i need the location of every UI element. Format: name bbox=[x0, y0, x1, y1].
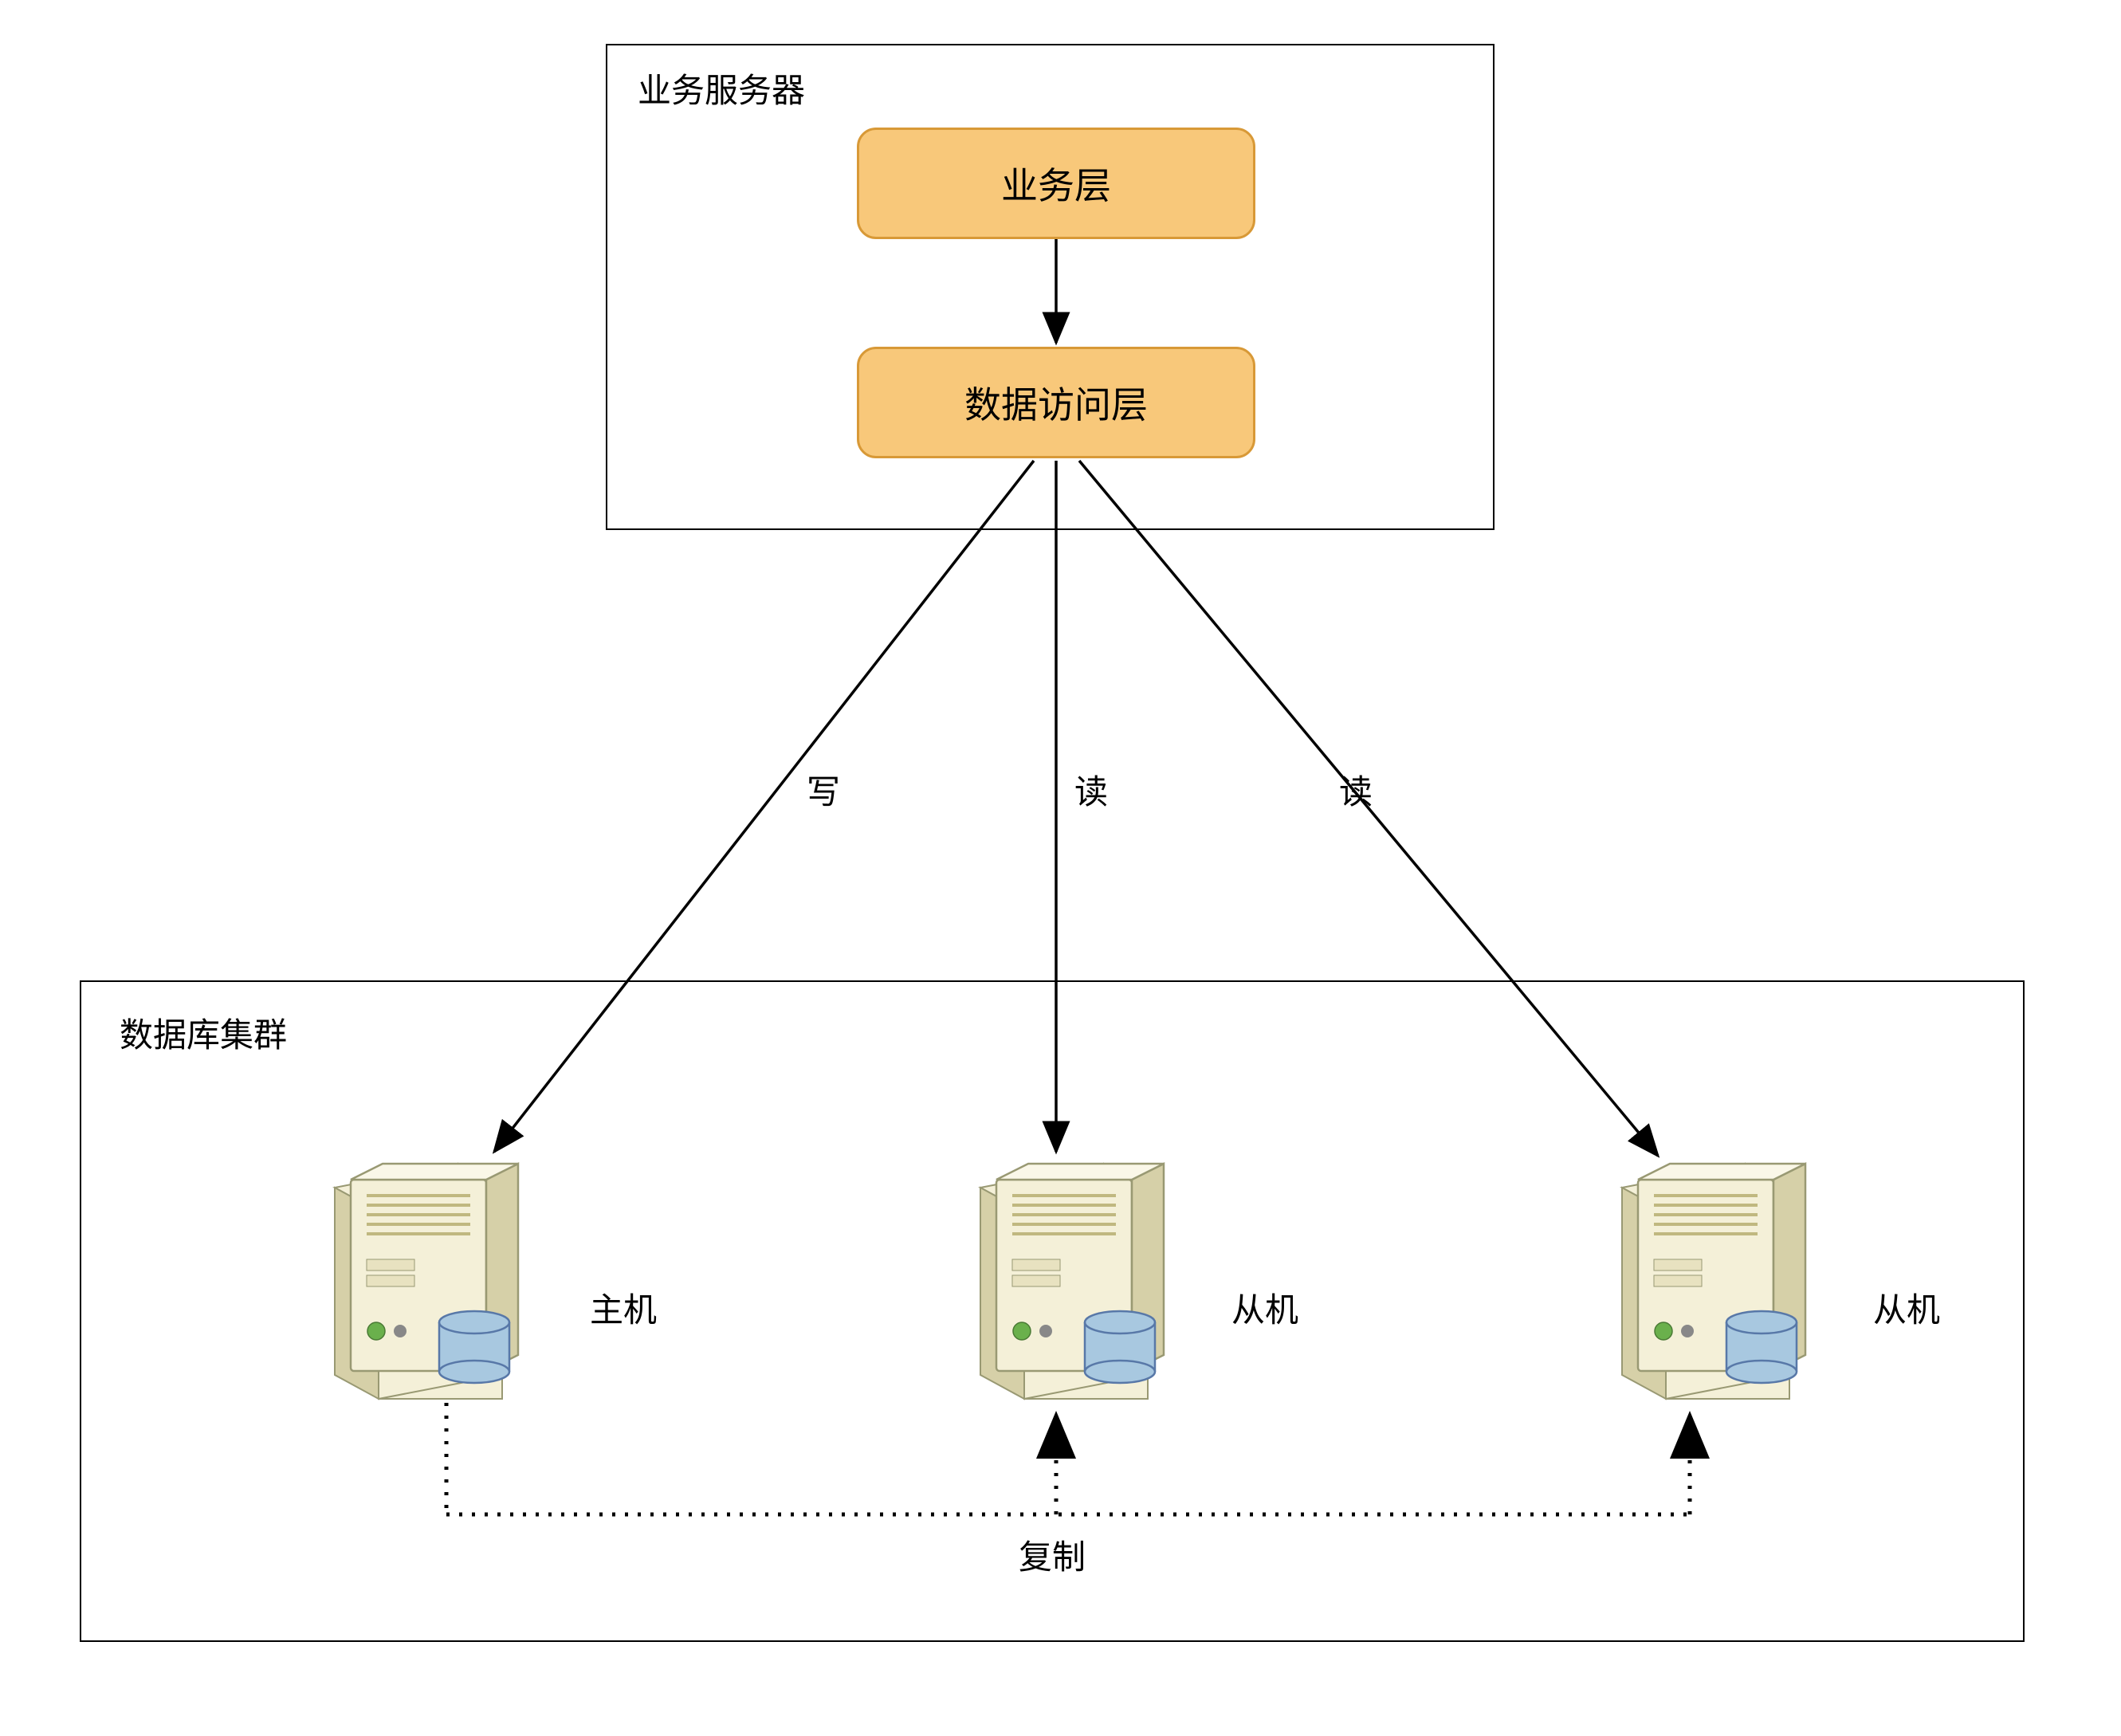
server-slave2-icon bbox=[1606, 1148, 1829, 1403]
arrows-layer bbox=[0, 0, 2121, 1736]
server-slave1-icon bbox=[964, 1148, 1188, 1403]
read2-edge-label: 读 bbox=[1339, 765, 1373, 814]
server-master-label: 主机 bbox=[590, 1283, 657, 1332]
server-slave1-label: 从机 bbox=[1231, 1283, 1298, 1332]
write-edge-label: 写 bbox=[807, 765, 840, 814]
server-master-icon bbox=[319, 1148, 542, 1403]
server-slave2-label: 从机 bbox=[1873, 1283, 1940, 1332]
read1-edge-label: 读 bbox=[1074, 765, 1108, 814]
replicate-edge-label: 复制 bbox=[1019, 1530, 1086, 1579]
